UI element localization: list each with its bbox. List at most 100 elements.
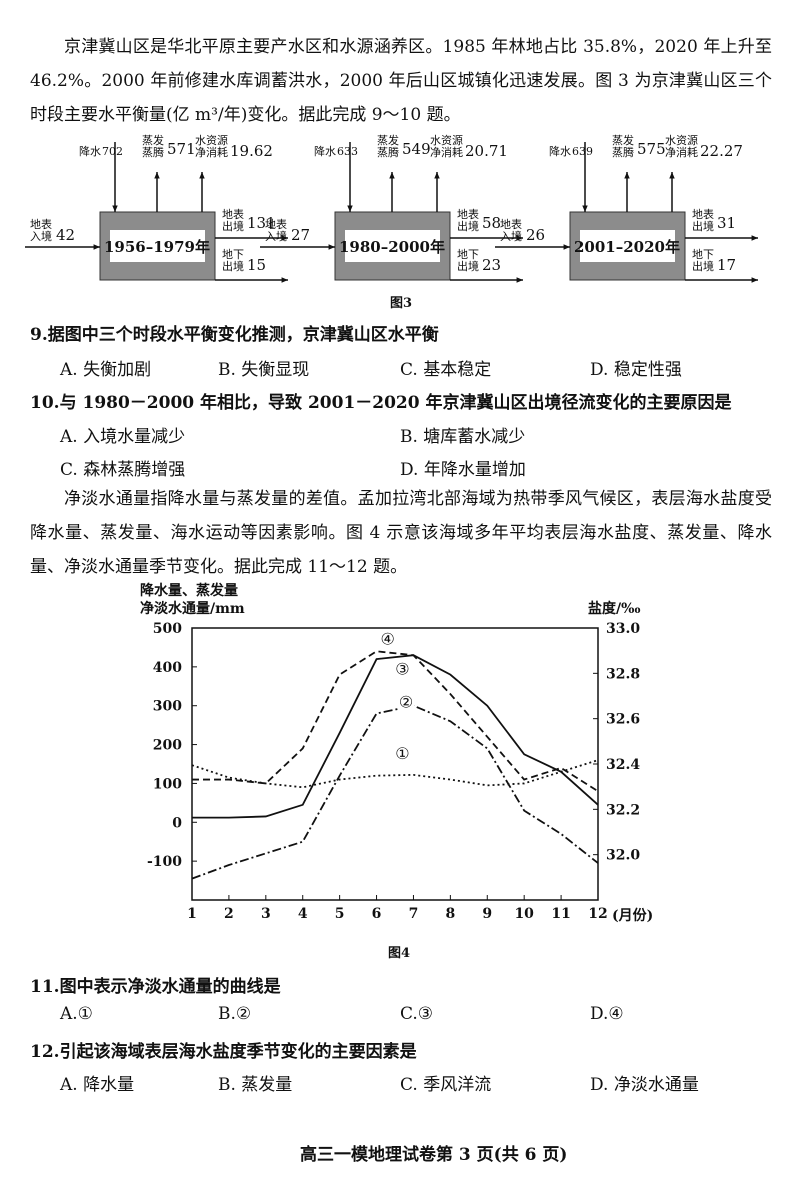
arrow-head — [751, 277, 758, 283]
y-tick-label: 200 — [153, 738, 182, 754]
passage: 净淡水通量指降水量与蒸发量的差值。孟加拉湾北部海域为热带季风气候区，表层海水盐度… — [30, 489, 772, 577]
x-tick-label: 6 — [372, 906, 382, 922]
arrow-head — [582, 205, 588, 212]
series-label: ① — [395, 744, 409, 763]
period-label: 1980–2000年 — [339, 238, 445, 256]
option: C. 森林蒸腾增强 — [60, 460, 186, 480]
flow-value: 702 — [102, 145, 123, 158]
option: C.③ — [400, 1004, 434, 1024]
flow-value: 42 — [56, 226, 75, 244]
flow-value: 20.71 — [465, 142, 508, 160]
arrow-head — [516, 277, 523, 283]
option: C. 基本稳定 — [400, 360, 492, 380]
arrow-head — [624, 172, 630, 179]
x-tick-label: 11 — [551, 906, 570, 922]
y2-axis-title: 盐度/‰ — [588, 600, 641, 617]
option: A.① — [60, 1004, 93, 1024]
option: A. 降水量 — [60, 1075, 135, 1095]
series-label-bg — [394, 659, 411, 678]
arrow-head — [563, 244, 570, 250]
x-tick-label: 5 — [335, 906, 345, 922]
y2-tick-label: 32.4 — [606, 757, 640, 773]
y-tick-label: 300 — [153, 699, 182, 715]
arrow-head — [93, 244, 100, 250]
x-tick-label: 12 — [588, 906, 607, 922]
flow-value: 639 — [572, 145, 593, 158]
question: 11.图中表示净淡水通量的曲线是 — [30, 977, 281, 997]
option: C. 季风洋流 — [400, 1075, 492, 1095]
flow-label: 蒸发蒸腾 — [612, 133, 634, 159]
flow-value: 22.27 — [700, 142, 743, 160]
flow-value: 571 — [167, 140, 196, 158]
flow-value: 19.62 — [230, 142, 273, 160]
period-label-box — [345, 230, 440, 262]
flow-value: 27 — [291, 226, 310, 244]
arrow-head — [347, 205, 353, 212]
period-label-box — [110, 230, 205, 262]
x-axis-title: (月份) — [612, 907, 653, 924]
option: B. 塘库蓄水减少 — [400, 427, 526, 447]
series-label-bg — [379, 629, 396, 648]
flow-label: 水资源净消耗 — [430, 133, 463, 159]
flow-value: 549 — [402, 140, 431, 158]
caption: 图3 — [390, 296, 413, 311]
period-label: 2001–2020年 — [574, 238, 680, 256]
period-label-box — [580, 230, 675, 262]
y2-tick-label: 33.0 — [606, 621, 640, 637]
x-tick-label: 2 — [224, 906, 234, 922]
series-label: ④ — [380, 629, 394, 648]
series-label-bg — [398, 692, 415, 711]
flow-label: 地表入境 — [500, 217, 522, 243]
arrow-head — [389, 172, 395, 179]
flow-value: 58 — [482, 214, 501, 232]
y-tick-label: 0 — [172, 815, 182, 831]
x-tick-label: 7 — [409, 906, 419, 922]
flow-label: 水资源净消耗 — [195, 133, 228, 159]
x-tick-label: 3 — [261, 906, 271, 922]
arrow-head — [328, 244, 335, 250]
flow-label: 地下出境 — [692, 248, 714, 273]
arrow-head — [112, 205, 118, 212]
flow-label: 地表出境 — [222, 207, 244, 233]
y-axis-title: 净淡水通量/mm — [140, 600, 245, 617]
series-label: ③ — [395, 659, 409, 678]
arrow-head — [434, 172, 440, 179]
option: B. 失衡显现 — [218, 360, 310, 380]
series-line — [192, 654, 599, 819]
flow-value: 575 — [637, 140, 666, 158]
arrow-head — [281, 235, 288, 241]
y-tick-label: -100 — [147, 854, 182, 870]
option: B. 蒸发量 — [218, 1075, 293, 1095]
option: D. 稳定性强 — [590, 360, 682, 380]
flow-value: 17 — [717, 256, 736, 274]
y2-tick-label: 32.0 — [606, 848, 640, 864]
caption: 图4 — [388, 946, 411, 961]
flow-value: 23 — [482, 256, 501, 274]
arrow-head — [199, 172, 205, 179]
flow-label: 蒸发蒸腾 — [142, 133, 164, 159]
flow-label: 水资源净消耗 — [665, 133, 698, 159]
flow-value: 131 — [247, 214, 276, 232]
arrow-head — [669, 172, 675, 179]
flow-label: 降水 — [314, 144, 336, 158]
y-tick-label: 400 — [153, 660, 182, 676]
flow-value: 15 — [247, 256, 266, 274]
y-axis-title: 降水量、蒸发量 — [140, 582, 238, 599]
period-label: 1956–1979年 — [104, 238, 210, 256]
flow-label: 地下出境 — [457, 248, 479, 273]
arrow-head — [281, 277, 288, 283]
flow-label: 地表出境 — [692, 207, 714, 233]
option: D.④ — [590, 1004, 624, 1024]
question: 10.与 1980－2000 年相比，导致 2001－2020 年京津冀山区出境… — [30, 393, 732, 413]
flow-label: 蒸发蒸腾 — [377, 133, 399, 159]
footer: 高三一模地理试卷第 3 页(共 6 页) — [300, 1145, 568, 1165]
question: 12.引起该海域表层海水盐度季节变化的主要因素是 — [30, 1042, 417, 1062]
arrow-head — [516, 235, 523, 241]
passage: 京津冀山区是华北平原主要产水区和水源涵养区。1985 年林地占比 35.8%，2… — [30, 37, 772, 125]
series-label-bg — [394, 744, 411, 763]
option: B.② — [218, 1004, 252, 1024]
x-tick-label: 4 — [298, 906, 308, 922]
series-label: ② — [399, 692, 413, 711]
